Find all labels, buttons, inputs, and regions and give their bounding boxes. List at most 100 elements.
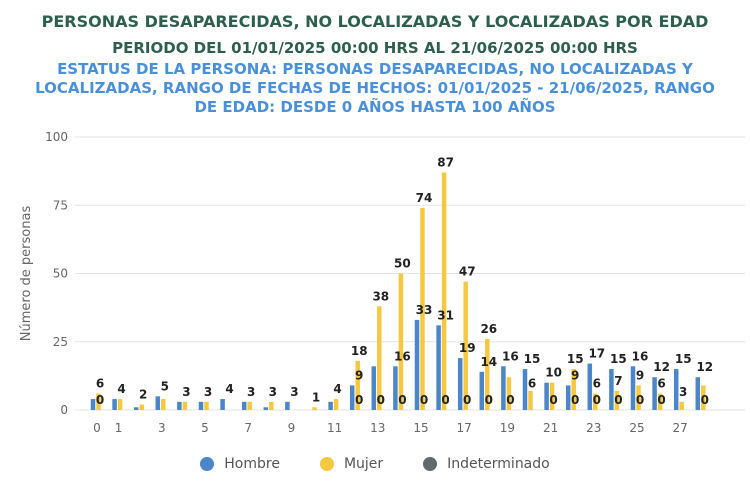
data-label: 2 bbox=[139, 388, 147, 402]
x-tick-label: 7 bbox=[244, 421, 252, 435]
legend-item[interactable]: Mujer bbox=[319, 456, 384, 472]
title-block: PERSONAS DESAPARECIDAS, NO LOCALIZADAS Y… bbox=[0, 10, 750, 117]
x-tick-label: 11 bbox=[327, 421, 342, 435]
data-label: 31 bbox=[437, 308, 454, 322]
data-label: 0 bbox=[701, 393, 709, 407]
bar-mujer bbox=[312, 407, 317, 410]
data-label: 18 bbox=[351, 344, 368, 358]
data-label: 7 bbox=[614, 374, 622, 388]
bar-hombre bbox=[177, 401, 182, 410]
x-tick-label: 27 bbox=[673, 421, 688, 435]
data-label: 4 bbox=[225, 382, 233, 396]
data-label: 3 bbox=[204, 385, 212, 399]
y-tick-label: 50 bbox=[53, 267, 68, 281]
data-label: 6 bbox=[657, 377, 665, 391]
bar-mujer bbox=[441, 172, 447, 410]
data-label: 14 bbox=[480, 355, 497, 369]
data-label: 74 bbox=[416, 191, 433, 205]
legend-marker bbox=[200, 457, 215, 471]
bar-mujer bbox=[204, 401, 209, 410]
data-label: 0 bbox=[441, 393, 449, 407]
bar-hombre bbox=[436, 325, 441, 410]
bar-hombre bbox=[133, 407, 139, 410]
bar-mujer bbox=[549, 382, 555, 410]
data-label: 0 bbox=[506, 393, 514, 407]
bar-hombre bbox=[90, 399, 96, 410]
x-tick-label: 19 bbox=[500, 421, 515, 435]
legend-label: Hombre bbox=[224, 456, 280, 472]
bar-mujer bbox=[463, 281, 468, 410]
data-label: 15 bbox=[610, 352, 627, 366]
bar-mujer bbox=[657, 393, 663, 410]
data-label: 3 bbox=[679, 385, 687, 399]
legend: Hombre Mujer Indeterminado bbox=[0, 456, 750, 472]
data-label: 0 bbox=[398, 393, 406, 407]
data-label: 0 bbox=[485, 393, 493, 407]
x-tick-label: 17 bbox=[457, 421, 472, 435]
x-tick-label: 5 bbox=[201, 421, 209, 435]
data-label: 5 bbox=[161, 379, 169, 393]
x-tick-label: 15 bbox=[413, 421, 428, 435]
data-label: 6 bbox=[96, 377, 104, 391]
bar-hombre bbox=[673, 369, 679, 410]
data-label: 17 bbox=[588, 347, 605, 361]
data-label: 0 bbox=[355, 393, 363, 407]
x-tick-label: 0 bbox=[93, 421, 101, 435]
data-label: 0 bbox=[96, 393, 104, 407]
bar-mujer bbox=[636, 385, 641, 410]
data-label: 0 bbox=[657, 393, 665, 407]
bar-hombre bbox=[285, 401, 290, 410]
bar-hombre bbox=[198, 401, 204, 410]
data-label: 16 bbox=[502, 349, 519, 363]
bar-hombre bbox=[414, 319, 420, 410]
data-label: 15 bbox=[567, 352, 584, 366]
bar-mujer bbox=[269, 401, 274, 410]
x-tick-label: 23 bbox=[586, 421, 601, 435]
y-tick-label: 0 bbox=[60, 403, 68, 417]
bar-hombre bbox=[695, 377, 701, 410]
data-label: 4 bbox=[117, 382, 125, 396]
x-tick-label: 21 bbox=[543, 421, 558, 435]
data-label: 0 bbox=[463, 393, 471, 407]
legend-label: Mujer bbox=[343, 456, 384, 472]
data-label: 12 bbox=[696, 360, 713, 374]
data-label: 16 bbox=[394, 349, 411, 363]
x-tick-label: 3 bbox=[158, 421, 166, 435]
data-label: 12 bbox=[653, 360, 670, 374]
data-label: 1 bbox=[312, 390, 320, 404]
bar-hombre bbox=[587, 363, 593, 410]
bar-mujer bbox=[247, 401, 252, 410]
data-label: 33 bbox=[416, 303, 433, 317]
bar-hombre bbox=[457, 358, 463, 410]
bar-mujer bbox=[506, 377, 512, 410]
bar-mujer bbox=[96, 393, 101, 410]
bar-hombre bbox=[393, 366, 398, 410]
bar-mujer bbox=[355, 360, 360, 410]
bar-hombre bbox=[112, 399, 117, 410]
bar-mujer bbox=[614, 390, 620, 410]
bar-mujer bbox=[485, 339, 490, 410]
bar-hombre bbox=[501, 366, 506, 410]
data-label: 16 bbox=[632, 349, 649, 363]
bar-mujer bbox=[161, 399, 166, 410]
legend-item[interactable]: Indeterminado bbox=[423, 456, 550, 472]
chart-filters: ESTATUS DE LA PERSONA: PERSONAS DESAPARE… bbox=[35, 60, 715, 116]
data-label: 10 bbox=[545, 366, 562, 380]
bar-hombre bbox=[609, 369, 614, 410]
data-label: 0 bbox=[377, 393, 385, 407]
bar-mujer bbox=[420, 207, 425, 410]
x-tick-label: 25 bbox=[629, 421, 644, 435]
data-label: 3 bbox=[290, 385, 298, 399]
data-label: 26 bbox=[480, 322, 497, 336]
data-label: 9 bbox=[355, 368, 363, 382]
bar-hombre bbox=[371, 366, 377, 410]
legend-marker bbox=[319, 457, 334, 471]
bar-hombre bbox=[241, 401, 247, 410]
legend-item[interactable]: Hombre bbox=[200, 456, 280, 472]
bar-hombre bbox=[155, 396, 161, 410]
data-label: 50 bbox=[394, 257, 411, 271]
data-label: 38 bbox=[372, 289, 389, 303]
bar-mujer bbox=[679, 401, 684, 410]
bar-hombre bbox=[522, 369, 528, 410]
